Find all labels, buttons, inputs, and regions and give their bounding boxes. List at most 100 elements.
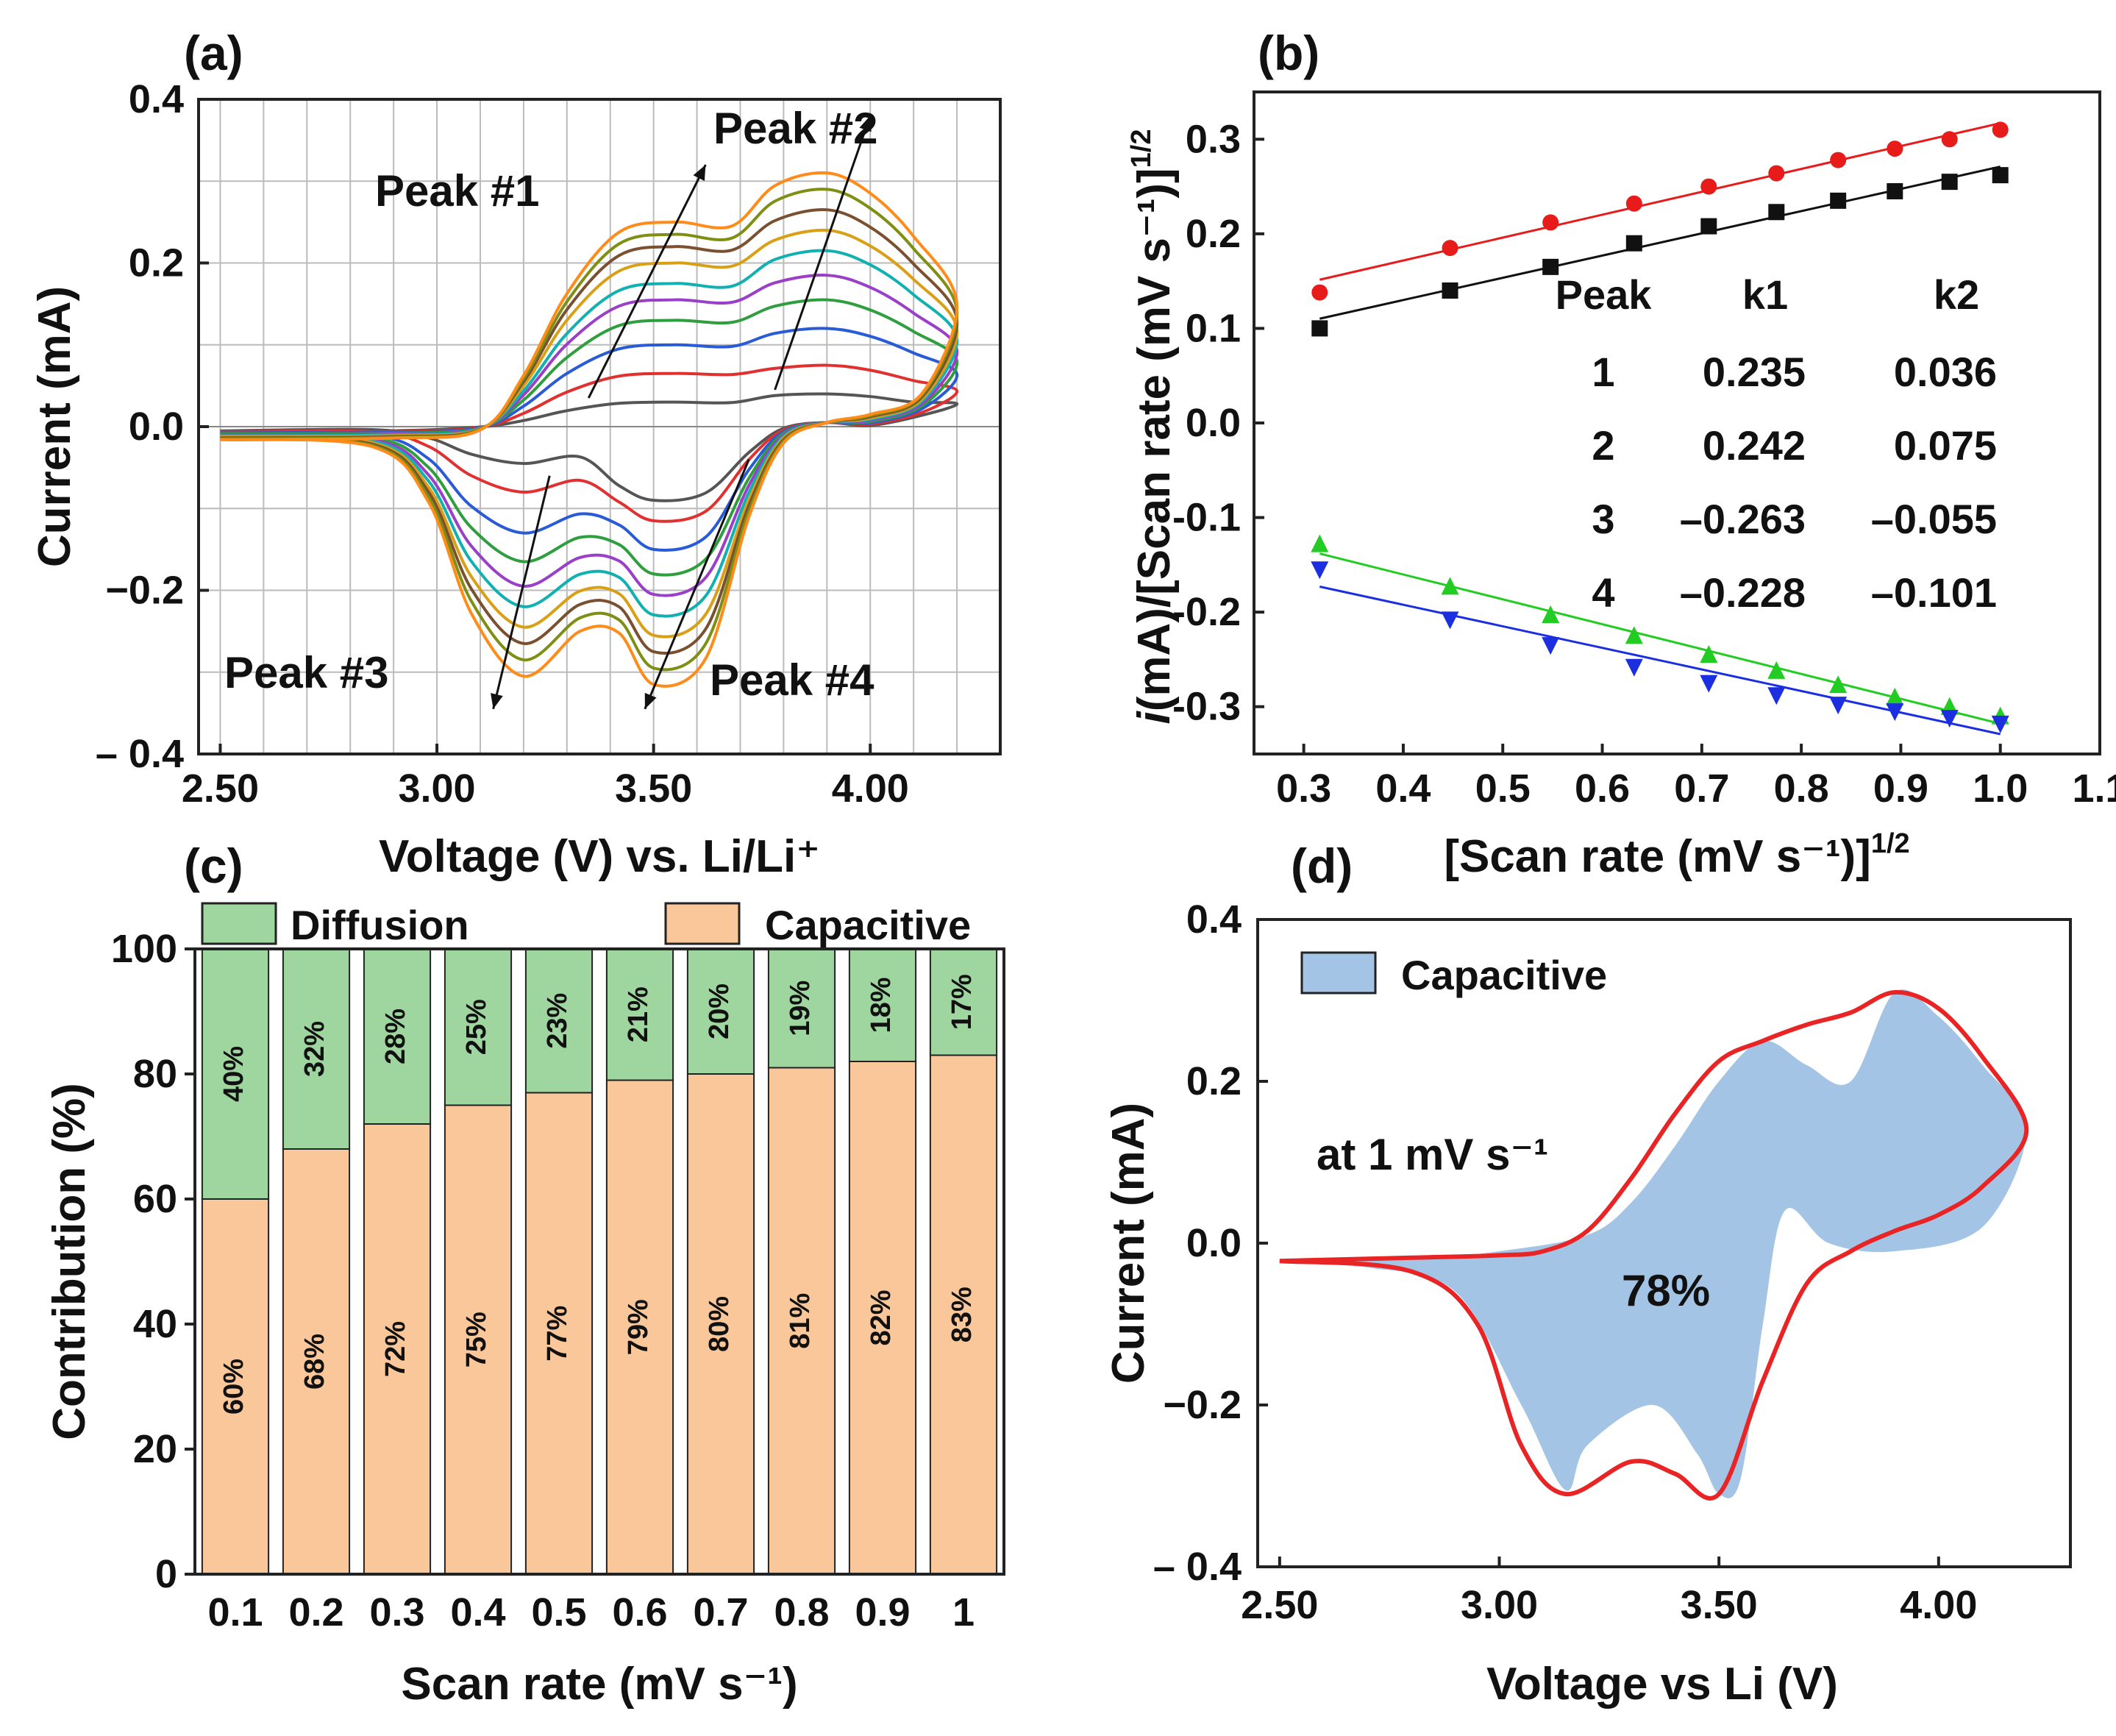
panel-d-x-axis-title: Voltage vs Li (V) xyxy=(1486,1659,1838,1710)
x-tick-label: 0.8 xyxy=(774,1590,829,1634)
table-cell: –0.101 xyxy=(1871,569,1997,616)
bar-label-diffusion: 40% xyxy=(218,1046,249,1102)
cv-curve-1 xyxy=(220,171,959,688)
bar-label-capacitive: 82% xyxy=(866,1289,897,1345)
table-cell: 3 xyxy=(1592,496,1614,542)
panel-c-bars: 60% 40% 68% 32% 72% 28% 75% 25% 77% 23% 79% 21% 80% 2… xyxy=(201,948,998,1575)
y-tick-label: 0.3 xyxy=(1186,117,1241,161)
bar-label-diffusion: 17% xyxy=(947,974,977,1030)
x-tick-label: 2.50 xyxy=(1241,1583,1318,1627)
data-point-peak-4 xyxy=(1767,687,1786,705)
bar-label-capacitive: 80% xyxy=(704,1296,735,1352)
x-tick-label: 1.0 xyxy=(1973,766,2028,811)
arrow-peak-3 xyxy=(492,475,551,710)
panel-b-series xyxy=(1311,121,2009,736)
data-point-peak-4 xyxy=(1991,715,2009,733)
legend-label-capacitive-d: Capacitive xyxy=(1401,952,1607,998)
data-point-peak-2 xyxy=(1768,165,1785,182)
y-tick-label: 40 xyxy=(133,1302,177,1346)
bar-diffusion xyxy=(282,948,351,1150)
x-tick-label: 3.50 xyxy=(615,766,692,811)
panel-b-y-axis-title: i(mA)/[Scan rate (mV s⁻¹)]1/2 xyxy=(1126,129,1180,724)
x-tick-label: 0.1 xyxy=(207,1590,263,1634)
table-header: k1 xyxy=(1742,271,1788,318)
panel-d-plot xyxy=(1279,989,2029,1501)
table-cell: –0.263 xyxy=(1680,496,1806,542)
data-point-peak-1 xyxy=(1700,218,1717,235)
y-tick-label: 0 xyxy=(155,1552,177,1596)
y-tick-label: -0.3 xyxy=(1172,685,1241,729)
y-tick-label: 0.2 xyxy=(1186,212,1241,256)
bar-diffusion xyxy=(767,948,836,1069)
bar-label-capacitive: 75% xyxy=(461,1312,492,1367)
bar-label-capacitive: 72% xyxy=(380,1321,411,1377)
x-tick-label: 1.1 xyxy=(2072,766,2116,811)
cv-curve-0.5 xyxy=(220,274,959,597)
data-point-peak-1 xyxy=(1625,235,1642,252)
data-point-peak-3 xyxy=(1625,626,1643,644)
data-point-peak-1 xyxy=(1311,320,1328,337)
x-tick-label: 0.5 xyxy=(531,1590,586,1634)
bar-label-diffusion: 21% xyxy=(623,986,654,1042)
cv-curve-0.4 xyxy=(220,298,959,577)
data-point-peak-3 xyxy=(1886,687,1904,705)
rate-constant-table: Peak k1 k2 1 0.235 0.036 2 0.242 0.075 3 –0.263 –0.… xyxy=(1556,271,1997,616)
bar-label-diffusion: 28% xyxy=(380,1008,411,1064)
panel-d-label: (d) xyxy=(1291,839,1353,893)
y-tick-label: 20 xyxy=(133,1427,177,1471)
cv-curve-0.2 xyxy=(220,363,959,523)
bar-capacitive xyxy=(443,1104,513,1575)
panel-a-label: (a) xyxy=(184,26,243,80)
legend-label-capacitive: Capacitive xyxy=(765,902,971,948)
panel-c-legend: Diffusion Capacitive xyxy=(201,902,971,948)
table-header: k2 xyxy=(1934,271,1979,318)
arrow-peak-4 xyxy=(644,458,750,710)
y-tick-label: 0.0 xyxy=(1186,401,1241,445)
data-point-peak-1 xyxy=(1768,204,1785,221)
y-tick-label: 0.2 xyxy=(1186,1059,1242,1103)
panel-c-ticks: 0.1 0.2 0.3 0.4 0.5 0.6 0.7 0.8 0.9 1 0 20 40 60 80 100 xyxy=(111,927,975,1634)
data-point-peak-2 xyxy=(1887,140,1903,157)
data-point-peak-4 xyxy=(1311,561,1329,580)
data-point-peak-2 xyxy=(1830,152,1847,168)
x-tick-label: 0.8 xyxy=(1774,766,1829,811)
x-tick-label: 0.6 xyxy=(1575,766,1630,811)
panel-c-y-axis-title: Contribution (%) xyxy=(44,1083,95,1440)
panel-c-x-axis-title: Scan rate (mV s⁻¹) xyxy=(401,1659,797,1710)
bar-label-capacitive: 68% xyxy=(299,1334,330,1390)
bar-label-diffusion: 18% xyxy=(866,977,897,1033)
table-cell: 4 xyxy=(1592,569,1614,616)
x-tick-label: 2.50 xyxy=(182,766,259,811)
bar-label-capacitive: 60% xyxy=(218,1359,249,1415)
panel-a-x-axis-title: Voltage (V) vs. Li/Li⁺ xyxy=(379,831,820,882)
annotation-peak-2: Peak #2 xyxy=(713,104,878,153)
data-point-peak-1 xyxy=(1830,192,1847,209)
bar-label-capacitive: 79% xyxy=(623,1299,654,1355)
arrow-peak-3-head xyxy=(491,693,503,709)
y-tick-label: 0.0 xyxy=(129,405,184,449)
bar-capacitive xyxy=(929,1054,998,1575)
cv-curve-0.3 xyxy=(220,327,959,552)
y-tick-label: −0.2 xyxy=(105,569,184,613)
panel-d-ticks: 2.50 3.00 3.50 4.00 – 0.4 −0.2 0.0 0.2 0.4 xyxy=(1153,897,1977,1627)
bar-label-capacitive: 77% xyxy=(542,1306,573,1362)
data-point-peak-4 xyxy=(1625,658,1643,677)
annotation-peak-1: Peak #1 xyxy=(375,166,540,216)
arrow-peak-4-head xyxy=(644,692,657,709)
legend-label-diffusion: Diffusion xyxy=(291,902,469,948)
arrow-peak-2-head xyxy=(859,115,872,132)
bar-capacitive xyxy=(363,1123,432,1575)
y-tick-label: 0.4 xyxy=(129,77,184,121)
bar-label-diffusion: 25% xyxy=(461,999,492,1055)
x-tick-label: 0.4 xyxy=(1375,766,1431,811)
x-tick-label: 3.50 xyxy=(1681,1583,1758,1627)
x-tick-label: 0.7 xyxy=(693,1590,748,1634)
data-point-peak-2 xyxy=(1992,121,2009,138)
panel-d-capacitive-cv: (d) 2.50 3.00 3.50 4.00 – 0.4 −0.2 0.0 0.2 0.4 C… xyxy=(1103,839,2072,1710)
panel-c-contribution-bars: (c) Diffusion Capacitive 60% 40% 68% 32% 72%… xyxy=(44,839,1005,1710)
cv-curve-1mv xyxy=(1279,989,2029,1501)
y-tick-label: – 0.4 xyxy=(1153,1545,1242,1589)
capacitive-area xyxy=(1279,989,2027,1498)
x-tick-label: 4.00 xyxy=(832,766,909,811)
